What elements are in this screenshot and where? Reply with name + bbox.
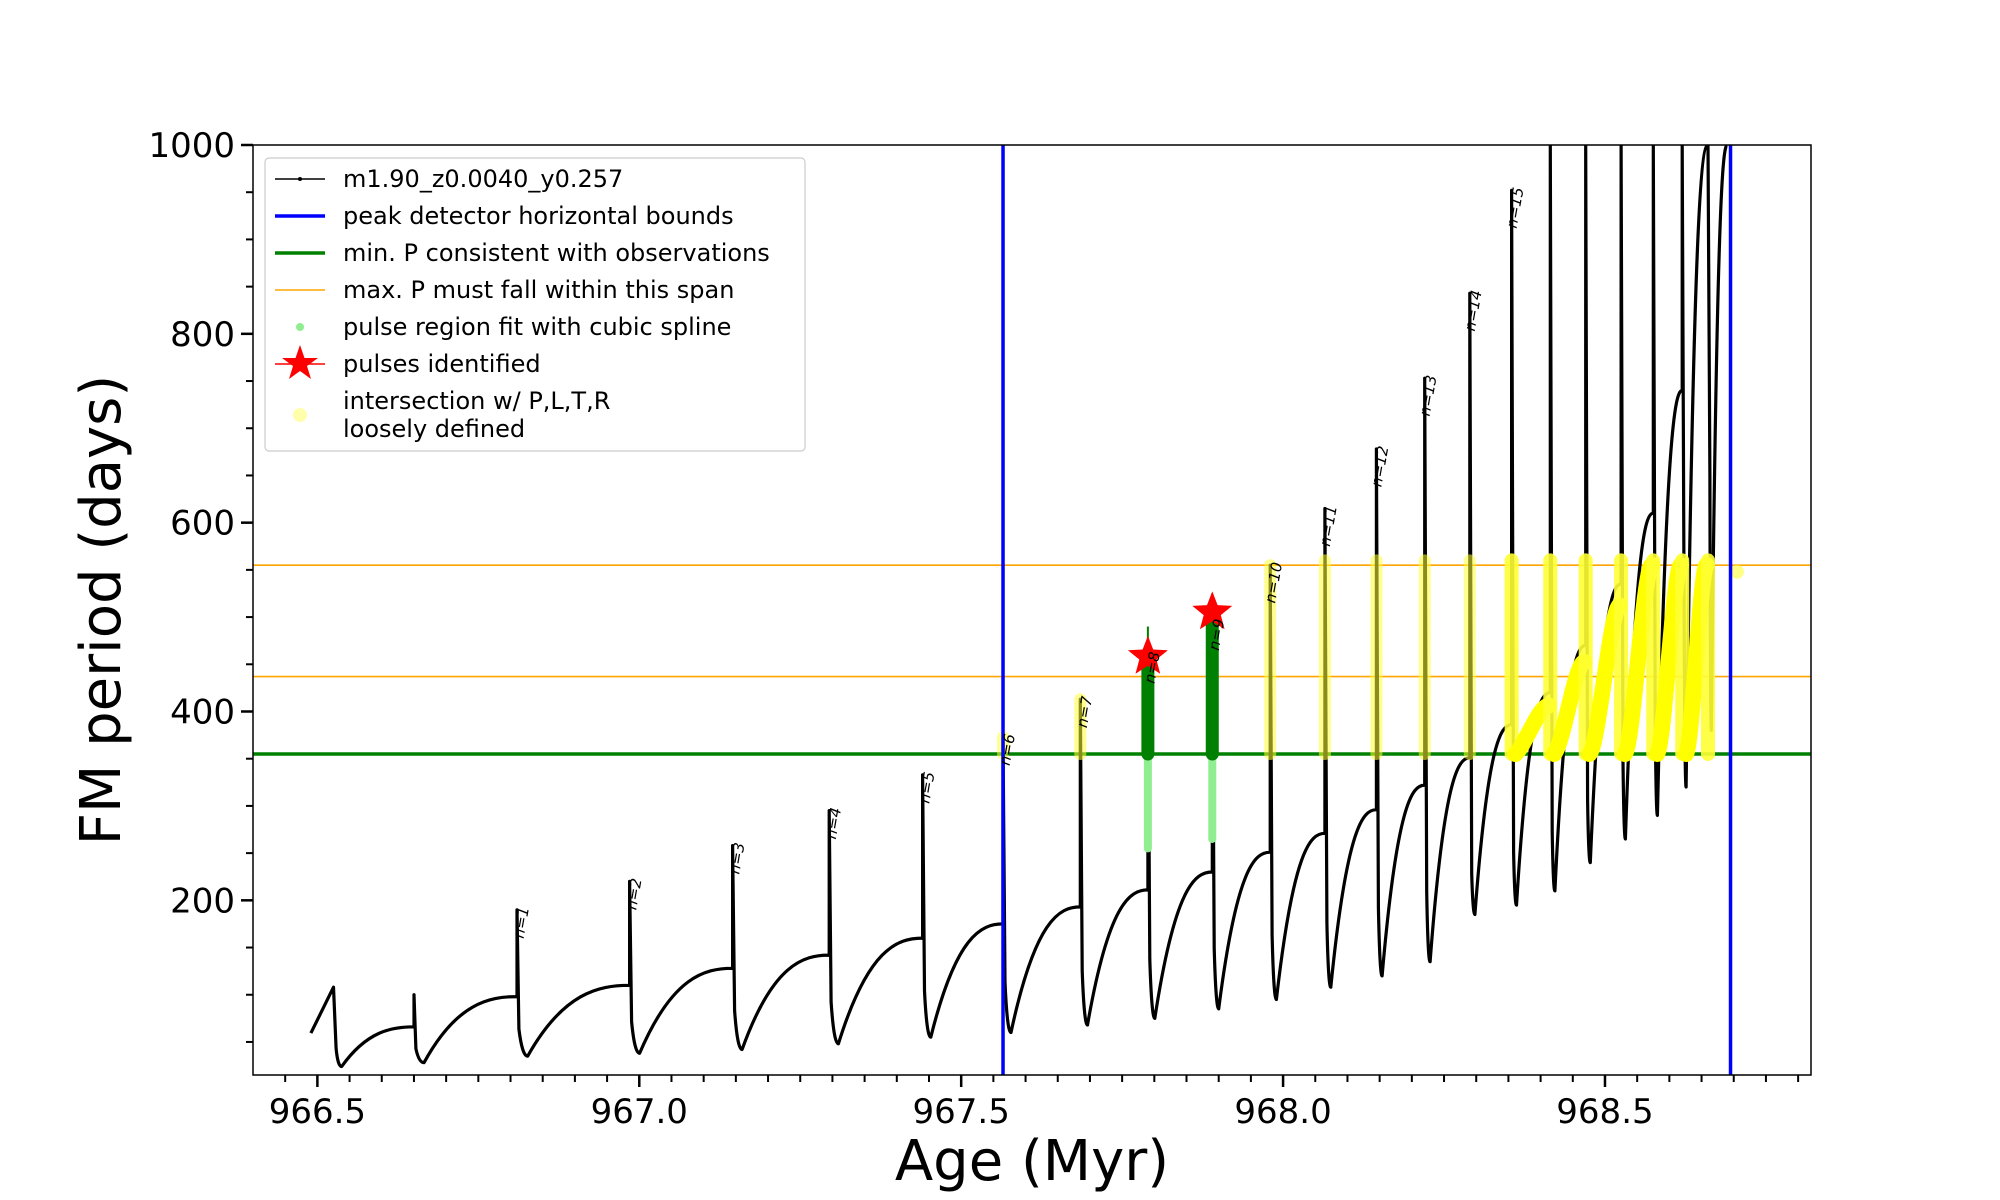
pulse-label-11: n=12	[1367, 445, 1392, 489]
legend-swatch-lightgreen	[296, 323, 304, 331]
legend-label-orange: max. P must fall within this span	[343, 276, 734, 304]
intersection-point-end	[1729, 564, 1744, 579]
legend-swatch-star-icon	[282, 345, 318, 379]
y-tick-label-2: 600	[170, 504, 235, 544]
y-axis: 200 400 600 800 1000	[148, 126, 253, 1043]
legend-item-lightgreen: pulse region fit with cubic spline	[296, 313, 731, 341]
legend-label-yellow-line1: intersection w/ P,L,T,R	[343, 387, 610, 415]
plot-area	[253, 145, 1811, 1075]
x-axis-title: Age (Myr)	[895, 1129, 1169, 1194]
legend-item-orange: max. P must fall within this span	[275, 276, 734, 304]
pulse-label-5: n=6	[996, 733, 1019, 767]
legend-item-green: min. P consistent with observations	[275, 239, 770, 267]
legend-label-red-star: pulses identified	[343, 350, 541, 378]
pulse-label-14: n=15	[1503, 186, 1528, 230]
y-tick-label-4: 1000	[148, 126, 235, 166]
legend-item-blue: peak detector horizontal bounds	[275, 202, 734, 230]
pulse-label-0: n=1	[510, 905, 533, 939]
pulse-label-2: n=3	[725, 841, 748, 875]
x-tick-label-1: 967.0	[591, 1092, 688, 1132]
legend-label-yellow-line2: loosely defined	[343, 415, 525, 443]
pulse-label-12: n=13	[1416, 374, 1441, 418]
x-axis: 966.5 967.0 967.5 968.0 968.5	[269, 1075, 1800, 1132]
legend-swatch-model-dot	[298, 177, 302, 181]
legend-item-red-star: pulses identified	[275, 345, 541, 379]
pulse-label-7: n=8	[1141, 650, 1164, 684]
legend-item-yellow: intersection w/ P,L,T,R loosely defined	[293, 387, 610, 443]
legend-swatch-yellow	[293, 408, 307, 422]
legend-item-model: m1.90_z0.0040_y0.257	[275, 165, 623, 193]
identified-pulse-star-1	[1192, 591, 1233, 630]
pulse-label-6: n=7	[1073, 694, 1096, 729]
legend: m1.90_z0.0040_y0.257 peak detector horiz…	[264, 157, 806, 452]
legend-label-model: m1.90_z0.0040_y0.257	[343, 165, 623, 193]
pulse-label-4: n=5	[915, 770, 938, 804]
x-tick-label-0: 966.5	[269, 1092, 366, 1132]
y-tick-label-3: 800	[170, 315, 235, 355]
x-tick-label-3: 968.0	[1234, 1092, 1331, 1132]
y-tick-label-1: 400	[170, 692, 235, 732]
pulse-label-13: n=14	[1461, 289, 1486, 333]
model-period-curve	[309, 145, 1729, 1069]
y-tick-label-0: 200	[170, 881, 235, 921]
pulse-label-1: n=2	[622, 877, 645, 911]
y-axis-title: FM period (days)	[69, 375, 134, 845]
x-tick-label-2: 967.5	[913, 1092, 1010, 1132]
legend-box	[264, 157, 806, 452]
legend-label-green: min. P consistent with observations	[343, 239, 770, 267]
identified-pulse-star-0	[1127, 635, 1168, 674]
plot-frame	[252, 144, 1812, 1076]
legend-label-blue: peak detector horizontal bounds	[343, 202, 734, 230]
pulse-label-8: n=9	[1205, 617, 1228, 651]
pulse-label-3: n=4	[822, 806, 845, 840]
legend-label-lightgreen: pulse region fit with cubic spline	[343, 313, 731, 341]
x-tick-label-4: 968.5	[1556, 1092, 1653, 1132]
pulse-label-10: n=11	[1316, 504, 1341, 548]
